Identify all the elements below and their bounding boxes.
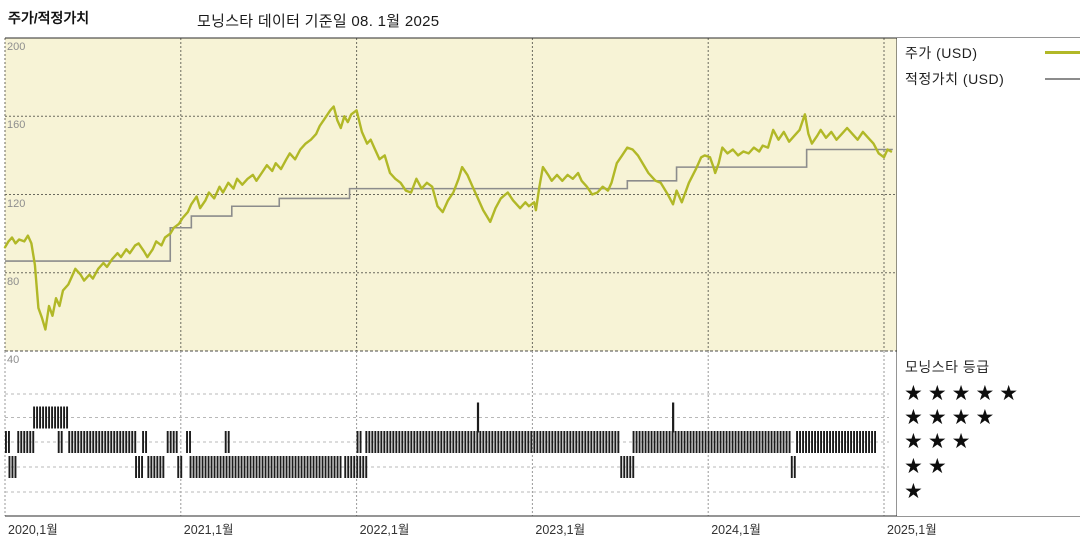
rating-panel: 모닝스타 등급 ★★★★★ ★★★★ ★★★ ★★ ★: [897, 351, 1080, 516]
legend-panel: 주가 (USD) 적정가치 (USD): [897, 38, 1080, 351]
price-line-swatch: [1045, 51, 1080, 54]
rating-row-1-star: ★: [904, 480, 928, 503]
legend-label-price: 주가 (USD): [905, 45, 978, 61]
rating-panel-title: 모닝스타 등급: [905, 359, 990, 375]
rating-row-2-stars: ★★: [904, 455, 952, 478]
legend-item-fair-value: 적정가치 (USD): [905, 69, 1080, 89]
rating-row-4-stars: ★★★★: [904, 406, 1000, 429]
rating-row-5-stars: ★★★★★: [904, 382, 1024, 405]
legend-item-price: 주가 (USD): [905, 43, 1080, 63]
fair-value-line-swatch: [1045, 78, 1080, 80]
legend-label-fair-value: 적정가치 (USD): [905, 71, 1005, 87]
as-of-date-label: 모닝스타 데이터 기준일 08. 1월 2025: [197, 13, 440, 30]
rating-row-3-stars: ★★★: [904, 430, 976, 453]
page-title: 주가/적정가치: [8, 10, 90, 26]
